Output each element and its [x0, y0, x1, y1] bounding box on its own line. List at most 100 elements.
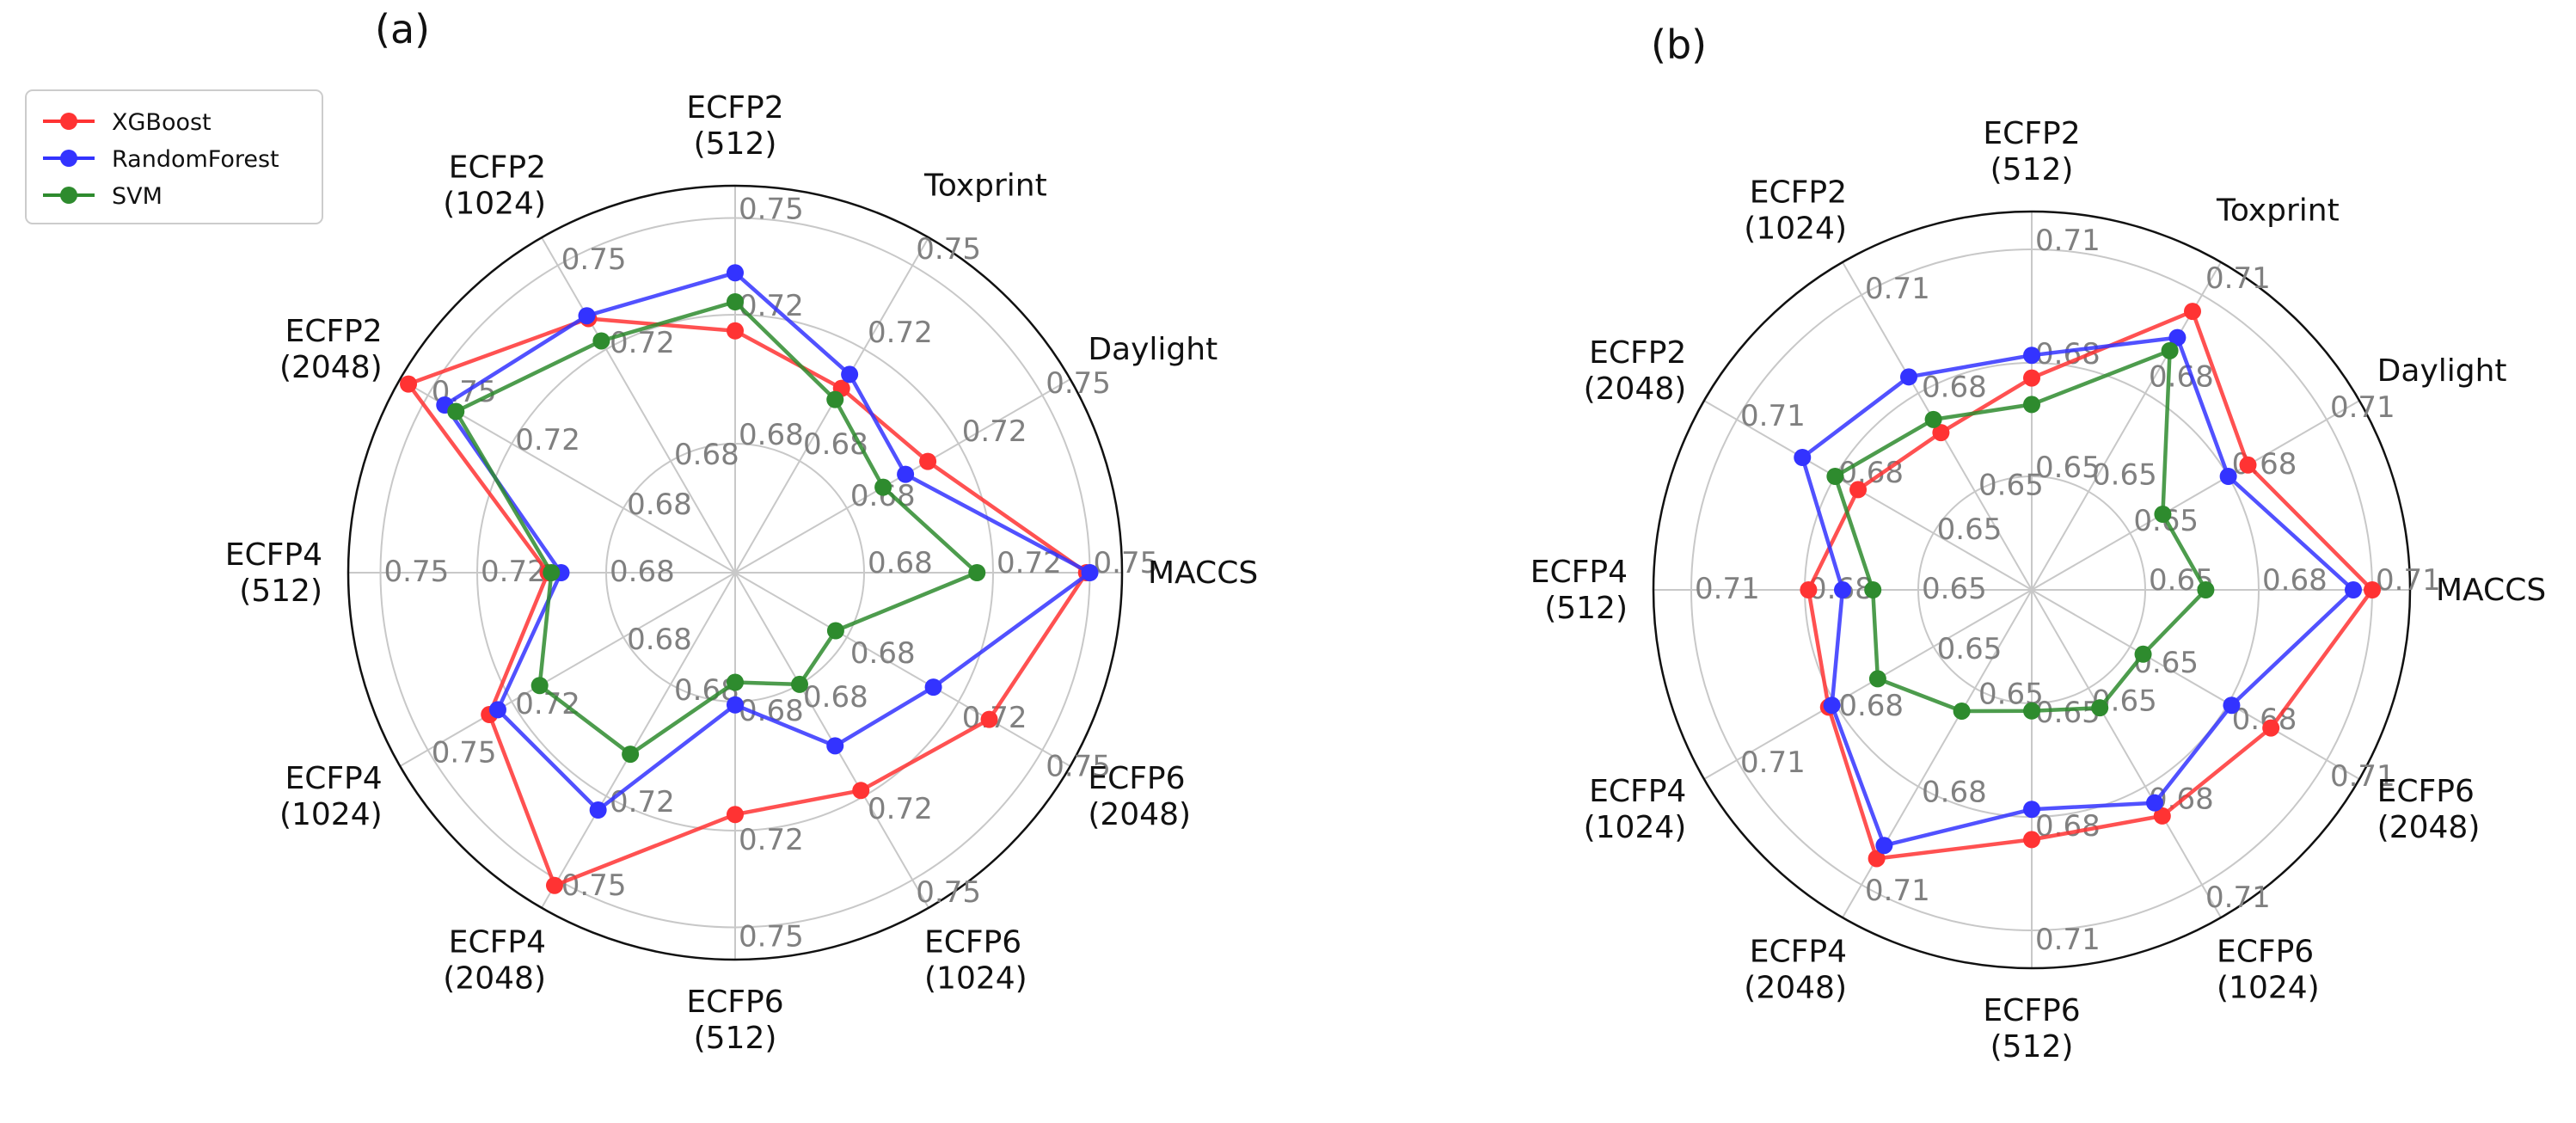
- point-randomforest-ecfp2-512: [727, 264, 744, 282]
- point-randomforest-ecfp6-512: [2023, 801, 2040, 819]
- tick-label-0-72: 0.72: [481, 555, 546, 589]
- point-svm-ecfp2-1024: [592, 332, 610, 350]
- series-svm: [447, 293, 986, 764]
- spoke-11: [2031, 589, 2360, 780]
- point-svm-ecfp2-512: [727, 293, 744, 310]
- point-svm-ecfp2-2048: [447, 402, 465, 420]
- point-svm-ecfp2-1024: [1924, 410, 1942, 428]
- point-svm-ecfp2-2048: [1826, 468, 1844, 485]
- tick-label-0-68: 0.68: [627, 488, 692, 522]
- point-randomforest-toxprint: [2168, 328, 2187, 347]
- tick-label-0-71: 0.71: [2205, 881, 2271, 915]
- tick-label-0-75: 0.75: [1046, 749, 1111, 783]
- tick-label-0-68: 0.68: [610, 555, 675, 589]
- tick-label-0-75: 0.75: [432, 735, 497, 770]
- tick-label-0-71: 0.71: [2330, 390, 2395, 425]
- axis-label-ecfp6-1024: ECFP6 (1024): [2217, 935, 2320, 1006]
- point-svm-ecfp6-1024: [791, 675, 808, 693]
- point-svm-ecfp4-1024: [531, 677, 549, 695]
- tick-label-0-72: 0.72: [610, 785, 675, 819]
- outer-frame: [347, 184, 1124, 961]
- point-xgboost-ecfp6-2048: [2262, 719, 2280, 737]
- point-randomforest-ecfp4-1024: [488, 701, 506, 719]
- outer-frame: [1652, 210, 2412, 970]
- point-svm-ecfp6-512: [727, 673, 744, 691]
- tick-label-0-71: 0.71: [2035, 923, 2101, 957]
- point-xgboost-ecfp2-512: [727, 322, 744, 340]
- series-randomforest: [1794, 328, 2362, 855]
- legend-marker-xgboost: [60, 113, 77, 130]
- axis-label-daylight: Daylight: [2377, 353, 2507, 389]
- point-xgboost-ecfp2-512: [2023, 369, 2040, 387]
- series-svm: [1826, 341, 2215, 720]
- point-randomforest-ecfp6-512: [727, 696, 744, 714]
- spoke-8: [541, 572, 736, 909]
- point-xgboost-ecfp6-512: [2023, 831, 2040, 849]
- spoke-5: [1703, 400, 2033, 591]
- point-svm-ecfp4-512: [543, 564, 561, 581]
- tick-label-0-72: 0.72: [868, 792, 933, 826]
- point-xgboost-ecfp2-2048: [1849, 481, 1868, 499]
- point-svm-ecfp4-1024: [1868, 670, 1886, 688]
- point-randomforest-ecfp4-512: [1834, 581, 1851, 598]
- point-svm-ecfp6-1024: [2091, 699, 2109, 717]
- legend-marker-randomforest: [60, 150, 77, 167]
- tick-label-0-68: 0.68: [1922, 370, 1987, 404]
- tick-label-0-75: 0.75: [384, 555, 450, 589]
- tick-label-0-68: 0.68: [2149, 359, 2214, 394]
- point-randomforest-ecfp6-1024: [2146, 794, 2163, 812]
- tick-label-0-75: 0.75: [739, 193, 804, 227]
- point-svm-toxprint: [2161, 341, 2179, 359]
- point-randomforest-ecfp4-2048: [1875, 837, 1893, 855]
- tick-label-0-68: 0.68: [674, 438, 739, 472]
- tick-label-0-68: 0.68: [1838, 456, 1904, 490]
- tick-label-0-71: 0.71: [1865, 874, 1930, 908]
- tick-label-0-72: 0.72: [868, 316, 933, 350]
- axis-label-ecfp4-2048: ECFP4 (2048): [443, 924, 546, 996]
- axis-label-ecfp2-1024: ECFP2 (1024): [443, 150, 546, 222]
- tick-label-0-65: 0.65: [1937, 512, 2003, 547]
- point-xgboost-ecfp2-1024: [1932, 424, 1950, 442]
- axis-label-maccs: MACCS: [2436, 573, 2546, 608]
- tick-label-0-72: 0.72: [962, 414, 1027, 449]
- tick-label-0-65: 0.65: [1922, 572, 1987, 606]
- legend: XGBoost RandomForest SVM: [25, 89, 323, 224]
- axis-label-ecfp6-2048: ECFP6 (2048): [1088, 761, 1191, 832]
- spoke-1: [2031, 400, 2360, 591]
- point-xgboost-ecfp2-2048: [400, 375, 418, 393]
- spoke-11: [734, 572, 1071, 767]
- tick-label-0-65: 0.65: [2035, 451, 2101, 485]
- tick-label-0-75: 0.75: [739, 920, 804, 954]
- point-xgboost-toxprint: [2184, 303, 2201, 321]
- radar-panel-b: (b) 0.65 0.68 0.71 0.65 0.68 0.71 0.65 0.68 0.71 0…: [1530, 21, 2546, 1065]
- axis-label-daylight: Daylight: [1088, 332, 1217, 367]
- axis-label-toxprint: Toxprint: [923, 169, 1047, 204]
- axis-label-ecfp6-512: ECFP6 (512): [1983, 993, 2080, 1065]
- point-randomforest-ecfp4-2048: [589, 801, 607, 819]
- tick-label-0-75: 0.75: [1094, 546, 1159, 580]
- tick-label-0-71: 0.71: [2376, 563, 2441, 598]
- point-randomforest-daylight: [2219, 468, 2237, 485]
- point-svm-ecfp4-512: [1864, 581, 1882, 598]
- point-randomforest-maccs: [1081, 564, 1099, 581]
- axis-label-maccs: MACCS: [1148, 555, 1258, 591]
- point-randomforest-maccs: [2345, 581, 2362, 598]
- point-svm-ecfp4-2048: [1953, 702, 1971, 720]
- point-randomforest-daylight: [897, 465, 915, 483]
- tick-label-0-68: 0.68: [803, 680, 868, 715]
- tick-label-0-68: 0.68: [627, 623, 692, 657]
- tick-label-0-75: 0.75: [916, 875, 981, 910]
- tick-label-0-71: 0.71: [1865, 272, 1930, 306]
- point-svm-ecfp6-2048: [826, 622, 844, 640]
- legend-frame: [25, 89, 323, 224]
- legend-marker-svm: [60, 187, 77, 204]
- point-randomforest-ecfp2-1024: [1900, 368, 1917, 386]
- tick-label-0-68: 0.68: [850, 636, 916, 671]
- point-xgboost-daylight: [919, 452, 937, 470]
- point-xgboost-ecfp6-2048: [980, 710, 998, 728]
- point-xgboost-ecfp6-1024: [852, 782, 870, 800]
- point-svm-ecfp6-2048: [2134, 645, 2152, 663]
- point-randomforest-ecfp2-512: [2023, 347, 2040, 365]
- axis-label-ecfp6-512: ECFP6 (512): [686, 985, 783, 1056]
